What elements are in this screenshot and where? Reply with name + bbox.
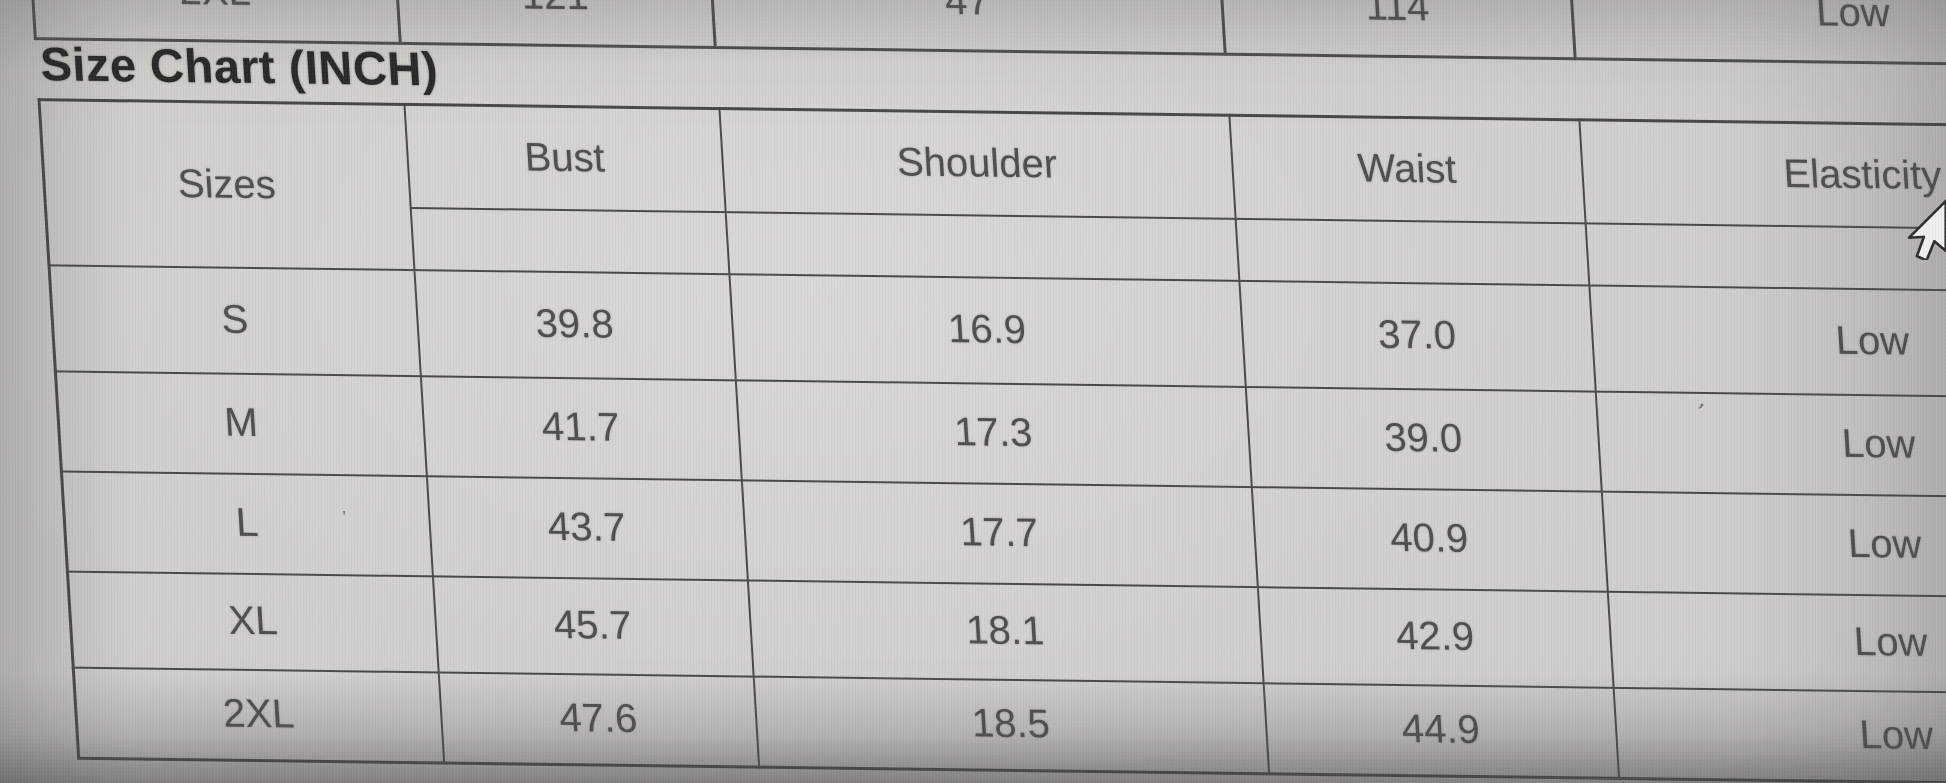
size-cell: S xyxy=(48,264,421,376)
shoulder-cell: 16.9 xyxy=(728,273,1246,387)
waist-cell: 37.0 xyxy=(1238,280,1596,392)
cm-bust-cell: 121 xyxy=(394,0,716,48)
bust-cell: 39.8 xyxy=(413,269,736,380)
header-spacer-cell xyxy=(1585,222,1946,293)
waist-cell: 44.9 xyxy=(1263,682,1619,779)
shoulder-cell: 17.3 xyxy=(735,379,1252,487)
header-spacer-cell xyxy=(1235,218,1589,285)
elasticity-cell: Low xyxy=(1595,391,1946,499)
elasticity-cell: Low xyxy=(1607,591,1946,695)
bust-cell: 45.7 xyxy=(432,575,754,677)
cm-waist-cell: 114 xyxy=(1219,0,1576,59)
size-cell: L xyxy=(61,470,433,576)
bust-cell: 43.7 xyxy=(426,475,748,580)
column-header-shoulder: Shoulder xyxy=(718,108,1236,219)
column-header-sizes: Sizes xyxy=(39,99,414,270)
size-cell: M xyxy=(55,370,427,476)
mouse-cursor-icon xyxy=(1907,199,1946,260)
elasticity-cell: Low xyxy=(1588,284,1946,399)
header-spacer-cell xyxy=(410,207,729,274)
column-header-waist: Waist xyxy=(1228,115,1586,223)
elasticity-cell: Low xyxy=(1601,491,1946,599)
inch-size-chart: Sizes Bust Shoulder Waist Elasticity S 3… xyxy=(37,98,1946,783)
cm-shoulder-cell: 47 xyxy=(709,0,1226,55)
bust-cell: 47.6 xyxy=(438,671,759,768)
elasticity-cell: Low xyxy=(1613,687,1946,783)
header-spacer-cell xyxy=(725,211,1239,281)
shoulder-cell: 18.1 xyxy=(747,579,1264,683)
size-cell: 2XL xyxy=(73,667,444,764)
shoulder-cell: 17.7 xyxy=(741,479,1258,587)
page-title: Size Chart (INCH) xyxy=(38,37,440,96)
waist-cell: 40.9 xyxy=(1251,486,1608,592)
waist-cell: 42.9 xyxy=(1257,586,1614,688)
waist-cell: 39.0 xyxy=(1245,386,1602,492)
shoulder-cell: 18.5 xyxy=(753,676,1269,774)
column-header-bust: Bust xyxy=(403,104,726,212)
bust-cell: 41.7 xyxy=(420,375,742,480)
size-cell: XL xyxy=(67,571,439,672)
column-header-elasticity: Elasticity xyxy=(1578,119,1946,231)
header-row: Sizes Bust Shoulder Waist Elasticity xyxy=(39,99,1946,270)
cm-elasticity-cell: Low xyxy=(1569,0,1946,67)
